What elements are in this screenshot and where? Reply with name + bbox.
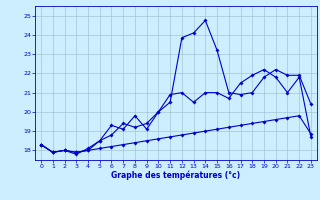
X-axis label: Graphe des températures (°c): Graphe des températures (°c) <box>111 171 241 180</box>
